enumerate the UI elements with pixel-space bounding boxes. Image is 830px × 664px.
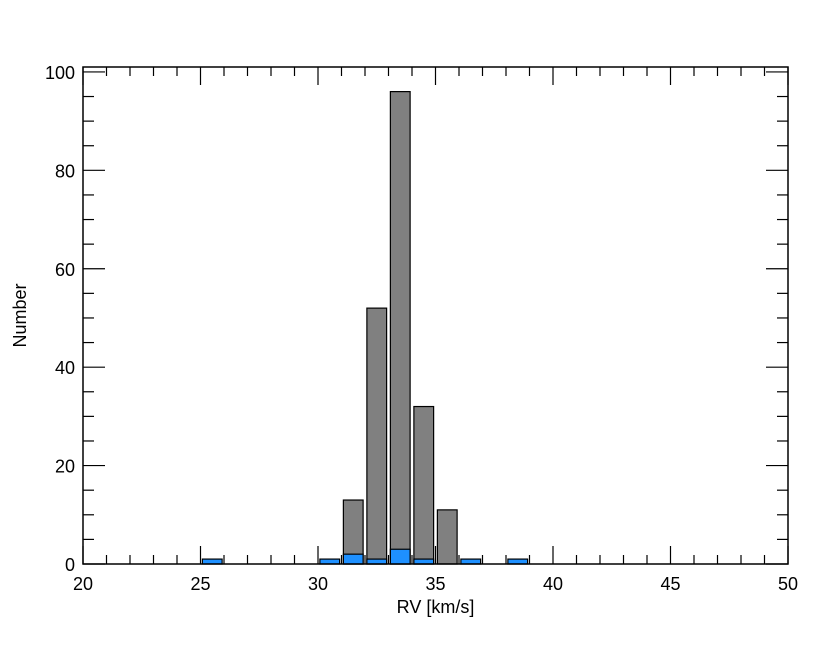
y-tick-label: 80 (55, 161, 75, 181)
bar (436, 509, 458, 565)
x-tick-label: 45 (660, 574, 680, 594)
x-tick-labels: 20 25 30 35 40 45 50 (73, 574, 798, 594)
x-tick-label: 50 (778, 574, 798, 594)
y-tick-label: 40 (55, 358, 75, 378)
y-tick-labels: 0 20 40 60 80 100 (45, 63, 75, 575)
bar (366, 307, 388, 565)
x-tick-label: 25 (190, 574, 210, 594)
y-tick-label: 20 (55, 457, 75, 477)
x-tick-label: 20 (73, 574, 93, 594)
plot-frame (82, 66, 789, 565)
bar (342, 553, 364, 565)
y-axis-title: Number (10, 283, 30, 347)
x-tick-label: 40 (543, 574, 563, 594)
x-tick-label: 30 (308, 574, 328, 594)
x-axis-title: RV [km/s] (397, 597, 475, 617)
axis-ticks (82, 67, 789, 565)
bar (389, 91, 411, 565)
y-tick-label: 60 (55, 260, 75, 280)
bar (389, 548, 411, 565)
bar (413, 405, 435, 565)
series-gray-bars (342, 91, 458, 565)
y-tick-label: 100 (45, 63, 75, 83)
x-tick-label: 35 (425, 574, 445, 594)
y-tick-label: 0 (65, 555, 75, 575)
